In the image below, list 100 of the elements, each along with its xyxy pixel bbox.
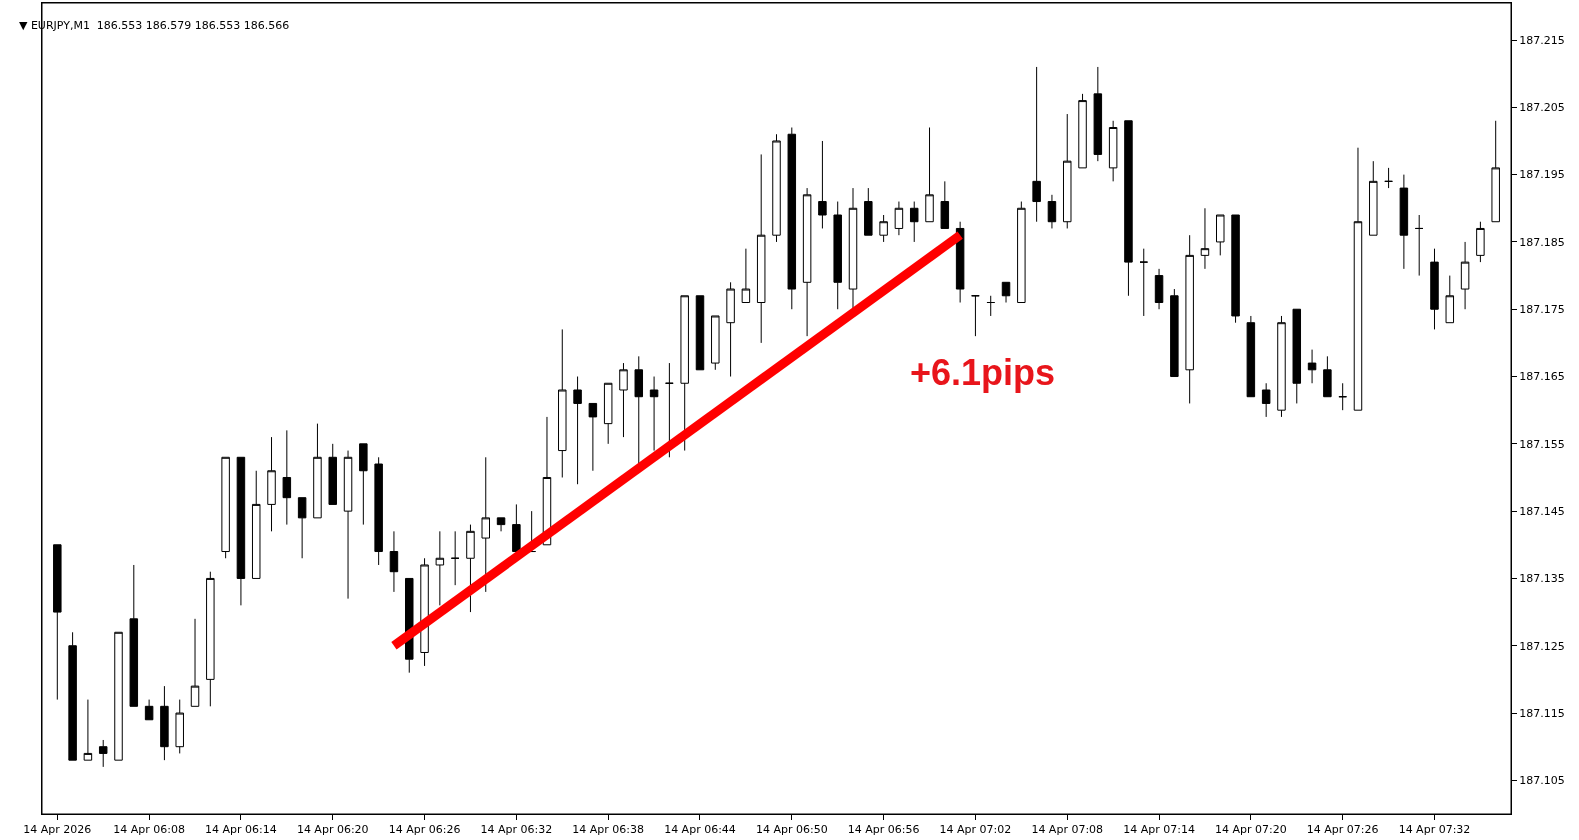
candlestick xyxy=(1108,120,1118,182)
candlestick xyxy=(1093,66,1103,162)
candlestick xyxy=(1001,281,1011,303)
candlestick xyxy=(1369,160,1378,236)
candlestick xyxy=(343,450,353,600)
candlestick xyxy=(267,436,276,532)
candlestick xyxy=(634,355,644,465)
candlestick xyxy=(1430,248,1439,330)
candlestick xyxy=(1476,221,1485,263)
y-tick-label: 187.175 xyxy=(1519,303,1565,317)
candlestick xyxy=(466,524,475,613)
candlestick xyxy=(848,187,858,310)
candlestick xyxy=(787,127,797,310)
candlestick xyxy=(680,295,689,452)
candlestick xyxy=(1491,120,1500,223)
candlestick xyxy=(1078,93,1087,169)
candlestick xyxy=(435,530,445,606)
candlestick xyxy=(1154,268,1164,310)
x-tick-label: 14 Apr 07:20 xyxy=(1214,823,1287,837)
candlestick xyxy=(1445,275,1455,324)
candlestick xyxy=(1139,248,1148,317)
candlestick xyxy=(328,443,337,505)
candlestick xyxy=(359,443,368,526)
candlestick xyxy=(297,497,307,559)
candlestick xyxy=(1261,382,1271,418)
candlestick xyxy=(955,221,965,303)
x-tick-label: 14 Apr 06:26 xyxy=(388,823,461,837)
y-tick-label: 187.155 xyxy=(1519,437,1565,451)
candlestick xyxy=(772,133,781,243)
y-tick-label: 187.205 xyxy=(1519,101,1565,115)
candlestick xyxy=(1170,288,1179,378)
candlestick xyxy=(450,530,460,586)
candlestick xyxy=(558,328,567,478)
candlestick xyxy=(756,153,766,344)
candlestick xyxy=(1460,241,1470,310)
y-tick-label: 187.165 xyxy=(1519,370,1565,384)
candlestick xyxy=(1017,201,1026,303)
candlestick xyxy=(802,187,812,337)
candlestick xyxy=(68,631,77,761)
y-tick-label: 187.215 xyxy=(1519,33,1565,47)
candlestick xyxy=(1338,382,1347,411)
candlestick xyxy=(894,201,904,236)
candlestick xyxy=(711,315,720,371)
candlestick xyxy=(98,739,108,768)
candlestick xyxy=(971,295,980,337)
candlestick xyxy=(1384,167,1393,189)
x-tick-label: 14 Apr 06:32 xyxy=(480,823,553,837)
candlestick xyxy=(1307,349,1317,384)
candlestick xyxy=(986,295,995,317)
candlestick xyxy=(512,503,521,553)
candlestick xyxy=(1323,355,1332,398)
x-tick-label: 14 Apr 07:26 xyxy=(1306,823,1379,837)
y-tick-label: 187.125 xyxy=(1519,639,1565,653)
candlestick xyxy=(649,376,659,452)
candlestick xyxy=(206,571,215,707)
candlestick xyxy=(1216,214,1225,256)
candlestick xyxy=(1277,315,1286,418)
x-tick-label: 14 Apr 06:44 xyxy=(664,823,736,837)
y-tick-label: 187.135 xyxy=(1519,572,1565,586)
candlestick xyxy=(1200,207,1210,270)
y-tick-label: 187.195 xyxy=(1519,168,1565,182)
candlestick xyxy=(282,429,292,526)
x-tick-label: 14 Apr 06:50 xyxy=(755,823,828,837)
candlestick xyxy=(175,699,184,754)
x-tick-label: 14 Apr 06:14 xyxy=(205,823,277,837)
candlestick xyxy=(160,685,169,761)
candlestick xyxy=(389,530,399,593)
candlestick xyxy=(573,376,582,485)
candlestick xyxy=(1032,66,1041,223)
candlestick xyxy=(1185,234,1194,404)
candlestick xyxy=(83,699,93,761)
candlestick xyxy=(1231,214,1240,324)
candlestick xyxy=(603,382,613,445)
candlestick xyxy=(1246,315,1256,398)
candlestick xyxy=(909,201,919,243)
candlestick xyxy=(619,362,628,438)
candlestick xyxy=(940,180,950,229)
candlestick xyxy=(695,295,705,371)
candlestick xyxy=(251,470,261,579)
candlestick xyxy=(496,517,506,532)
candlestick xyxy=(53,544,62,701)
candlestick xyxy=(236,456,246,606)
x-tick-label: 14 Apr 07:32 xyxy=(1398,823,1471,837)
candlestick xyxy=(665,362,674,458)
x-tick-label: 14 Apr 07:08 xyxy=(1031,823,1104,837)
candlestick xyxy=(144,699,154,721)
candlestick xyxy=(1124,120,1133,297)
x-tick-label: 14 Apr 07:02 xyxy=(939,823,1012,837)
candlestick xyxy=(129,564,139,707)
candlestick xyxy=(726,281,735,378)
candlestick xyxy=(925,127,934,223)
x-tick-label: 14 Apr 06:20 xyxy=(296,823,369,837)
candlestick xyxy=(481,456,491,593)
candlestick xyxy=(818,140,827,229)
candlestick xyxy=(1414,214,1424,277)
x-tick-label: 14 Apr 06:56 xyxy=(847,823,920,837)
x-tick-label: 14 Apr 06:08 xyxy=(113,823,185,837)
x-tick-label: 14 Apr 2026 xyxy=(23,823,92,837)
candlestick xyxy=(1353,147,1363,411)
candlestick xyxy=(190,618,200,707)
